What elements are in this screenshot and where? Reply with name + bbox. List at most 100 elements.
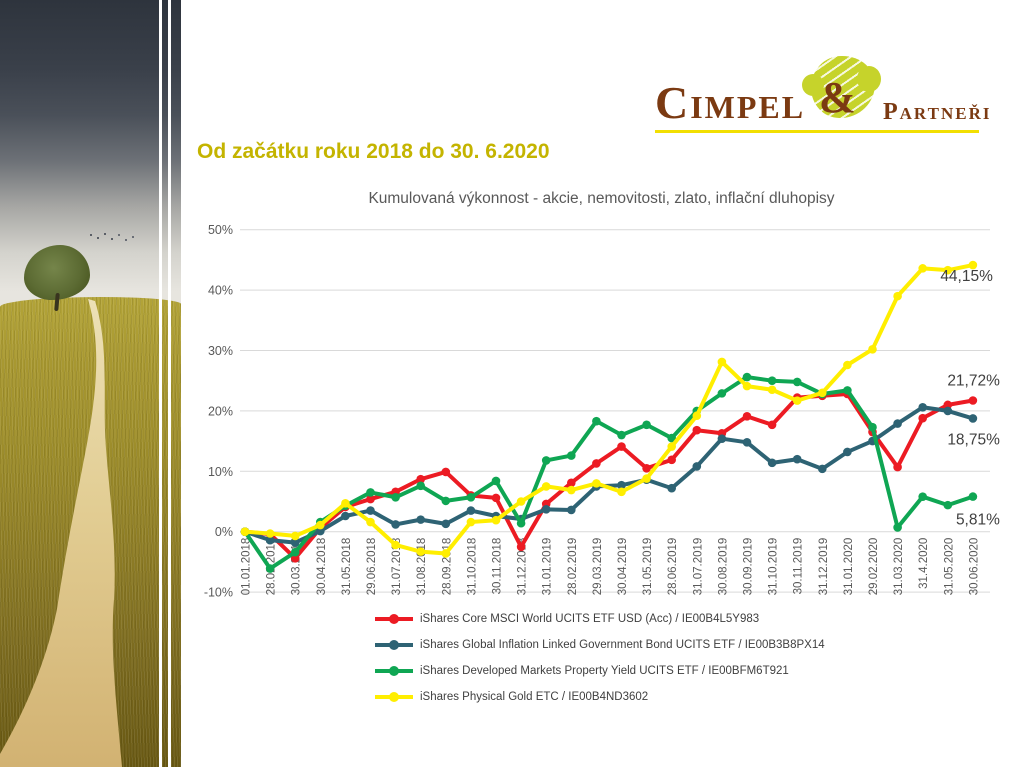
- data-point: [642, 474, 651, 483]
- dirt-path-image: [0, 299, 122, 767]
- data-point: [416, 481, 425, 491]
- data-point: [567, 478, 576, 488]
- data-point: [868, 344, 877, 354]
- slide-title: Od začátku roku 2018 do 30. 6.2020: [197, 140, 550, 163]
- legend-marker-dot: [389, 666, 399, 676]
- data-point: [792, 377, 802, 387]
- data-point: [316, 520, 325, 530]
- data-point: [943, 406, 953, 416]
- data-point: [893, 462, 902, 472]
- data-point: [567, 451, 576, 460]
- x-axis-tick-label: 28.02.2019: [567, 538, 579, 596]
- performance-chart: 50% 40% 30% 20% 10% 0% -10% 01.01.2018 28.02.201…: [185, 215, 1018, 615]
- data-point: [341, 499, 350, 508]
- logo-partner-text: Partneři: [883, 99, 992, 125]
- data-point: [391, 492, 400, 502]
- x-axis-tick-label: 30.11.2019: [793, 538, 805, 595]
- data-point: [667, 442, 676, 451]
- chart-line-series-3: [243, 263, 975, 556]
- data-point: [366, 488, 375, 497]
- left-photo-strip: [0, 0, 181, 767]
- chart-title: Kumulovaná výkonnost - akcie, nemovitost…: [368, 190, 835, 207]
- data-point: [717, 434, 727, 443]
- x-axis-tick-label: 31.03.2020: [893, 538, 905, 596]
- data-point: [265, 529, 275, 538]
- x-axis-tick-label: 31.01.2020: [843, 538, 855, 596]
- data-point: [767, 385, 777, 395]
- data-point: [767, 458, 777, 468]
- data-point: [516, 497, 526, 506]
- x-axis-tick-label: 30.04.2018: [316, 538, 328, 596]
- data-point: [818, 388, 827, 398]
- x-axis-tick-label: 28.06.2019: [667, 538, 679, 596]
- data-point: [466, 517, 476, 527]
- birds-icon: [90, 234, 92, 236]
- data-point: [943, 400, 953, 410]
- data-point: [968, 414, 978, 423]
- x-axis-tick-label: 31.12.2018: [517, 538, 529, 596]
- data-point: [592, 479, 601, 488]
- x-axis-tick-label: 29.03.2019: [592, 538, 604, 596]
- data-point: [767, 420, 777, 430]
- legend-item-1: iShares Global Inflation Linked Governme…: [375, 632, 825, 658]
- data-point: [416, 547, 425, 556]
- x-axis-tick-label: 31.05.2020: [943, 538, 955, 596]
- data-point: [541, 482, 551, 491]
- data-point: [491, 515, 501, 525]
- company-logo: Cimpel & Partneři: [655, 56, 989, 136]
- x-axis-tick-label: 30.11.2018: [492, 538, 504, 595]
- data-point: [541, 505, 551, 514]
- vertical-divider-line: [168, 0, 171, 767]
- data-point: [341, 511, 350, 521]
- data-point: [742, 412, 752, 421]
- data-point: [918, 413, 927, 423]
- legend-marker-icon: [375, 692, 413, 702]
- data-point: [516, 542, 526, 552]
- data-point: [366, 506, 375, 515]
- x-axis-tick-label: 01.01.2018: [241, 538, 253, 596]
- data-point: [516, 518, 526, 528]
- data-point: [240, 527, 250, 536]
- y-axis-tick-label: -10%: [204, 586, 233, 600]
- legend-marker-icon: [375, 640, 413, 650]
- x-axis-tick-label: 29.06.2018: [366, 538, 378, 596]
- data-point: [843, 447, 852, 457]
- data-point: [792, 396, 802, 405]
- y-axis-tick-label: 40%: [208, 284, 233, 298]
- legend-label: iShares Global Inflation Linked Governme…: [420, 639, 825, 651]
- data-point: [265, 564, 275, 573]
- data-point: [767, 376, 777, 385]
- data-point: [441, 519, 451, 529]
- legend-marker-dot: [389, 640, 399, 650]
- legend-marker-icon: [375, 614, 413, 624]
- data-point: [692, 462, 702, 471]
- data-point: [491, 493, 501, 503]
- data-point: [893, 291, 902, 301]
- data-point: [466, 506, 476, 515]
- x-axis-tick-label: 31.12.2019: [818, 538, 830, 596]
- chart-legend: iShares Core MSCI World UCITS ETF USD (A…: [375, 606, 825, 710]
- data-point: [968, 492, 978, 501]
- logo-brand-text: Cimpel: [655, 77, 806, 128]
- legend-label: iShares Core MSCI World UCITS ETF USD (A…: [420, 613, 760, 625]
- legend-marker-dot: [389, 692, 399, 702]
- data-point: [265, 535, 275, 545]
- data-point: [617, 442, 626, 451]
- data-point: [843, 360, 852, 370]
- chart-line-series-0: [243, 391, 975, 561]
- legend-item-3: iShares Physical Gold ETC / IE00B4ND3602: [375, 684, 825, 710]
- data-point: [868, 422, 877, 432]
- data-point: [843, 386, 852, 395]
- data-point: [893, 419, 902, 428]
- x-axis-tick-label: 30.04.2019: [617, 538, 629, 596]
- series-end-label: 18,75%: [947, 431, 1000, 448]
- data-point: [818, 464, 827, 474]
- data-point: [592, 416, 601, 426]
- data-point: [893, 523, 902, 532]
- data-point: [541, 456, 551, 465]
- data-point: [918, 402, 927, 412]
- data-point: [567, 485, 576, 495]
- data-point: [968, 260, 978, 270]
- data-point: [792, 454, 802, 464]
- chart-line-series-2: [243, 375, 975, 571]
